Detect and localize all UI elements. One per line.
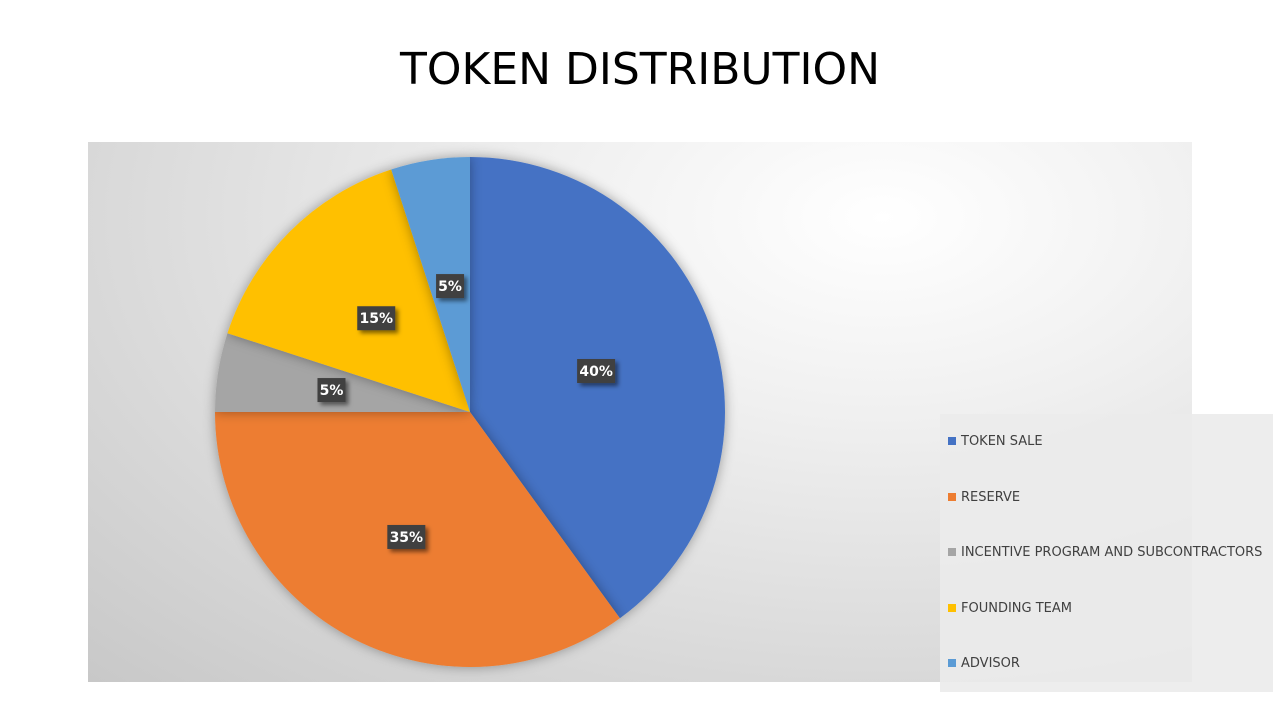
legend-label: TOKEN SALE <box>961 433 1043 449</box>
data-label-box <box>357 306 396 331</box>
legend-swatch <box>948 437 956 445</box>
legend-swatch <box>948 604 956 612</box>
pie-data-labels: 40% 35% 5% 15% 5% <box>317 274 616 549</box>
pie-slice-advisor[interactable] <box>391 157 470 412</box>
data-label-incentive-program-and-subcontractors: 5% <box>317 378 346 403</box>
chart-area[interactable]: 40% 35% 5% 15% 5% TOKEN SALE RESERVE INCENTIVE… <box>88 142 1273 692</box>
data-label-reserve: 35% <box>387 524 426 549</box>
pie-slice-token-sale[interactable] <box>470 157 726 619</box>
data-label-founding-team: 15% <box>357 306 396 331</box>
pie-slices <box>215 157 726 668</box>
legend-label: FOUNDING TEAM <box>961 600 1072 616</box>
pie-chart[interactable]: 40% 35% 5% 15% 5% <box>88 142 1192 682</box>
legend-item-token-sale[interactable]: TOKEN SALE <box>948 432 1043 450</box>
data-label-text: 35% <box>390 530 424 546</box>
legend-item-reserve[interactable]: RESERVE <box>948 488 1020 506</box>
data-label-text: 40% <box>579 364 613 380</box>
legend-item-advisor[interactable]: ADVISOR <box>948 654 1020 672</box>
data-label-text: 5% <box>438 279 462 295</box>
data-label-box <box>317 378 346 403</box>
legend[interactable]: TOKEN SALE RESERVE INCENTIVE PROGRAM AND S… <box>940 414 1273 692</box>
legend-swatch <box>948 659 956 667</box>
data-label-text: 15% <box>359 311 393 327</box>
slide-title: TOKEN DISTRIBUTION <box>399 44 881 95</box>
data-label-box <box>577 359 616 384</box>
legend-item-incentive-program-and-subcontractors[interactable]: INCENTIVE PROGRAM AND SUBCONTRACTORS <box>948 543 1262 561</box>
data-label-advisor: 5% <box>436 274 465 299</box>
data-label-box <box>436 274 465 299</box>
data-label-text: 5% <box>320 383 344 399</box>
legend-label: INCENTIVE PROGRAM AND SUBCONTRACTORS <box>961 544 1263 560</box>
legend-swatch <box>948 493 956 501</box>
legend-item-founding-team[interactable]: FOUNDING TEAM <box>948 599 1072 617</box>
data-label-token-sale: 40% <box>577 359 616 384</box>
pie-slice-founding-team[interactable] <box>227 169 470 412</box>
legend-label: ADVISOR <box>961 655 1020 671</box>
legend-label: RESERVE <box>961 489 1021 505</box>
pie-slice-incentive-program-and-subcontractors[interactable] <box>215 333 470 412</box>
legend-swatch <box>948 548 956 556</box>
data-label-box <box>387 524 426 549</box>
